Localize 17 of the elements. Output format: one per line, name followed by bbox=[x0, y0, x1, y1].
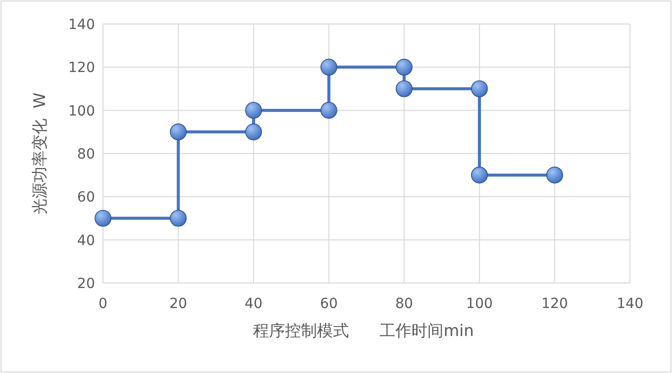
y-tick-label: 40 bbox=[77, 232, 95, 249]
y-tick-label: 140 bbox=[68, 17, 95, 33]
x-tick-label: 60 bbox=[320, 296, 338, 312]
x-tick-label: 140 bbox=[616, 296, 644, 312]
y-tick-label: 120 bbox=[68, 60, 95, 76]
x-tick-label: 20 bbox=[169, 296, 188, 312]
x-tick-label: 80 bbox=[395, 296, 414, 312]
x-tick-label: 120 bbox=[541, 296, 568, 312]
x-tick-label: 40 bbox=[244, 296, 262, 312]
x-tick-label: 0 bbox=[98, 296, 108, 312]
y-tick-label: 20 bbox=[77, 276, 95, 292]
y-axis-title: 光源功率变化 W bbox=[30, 92, 49, 214]
y-tick-label: 60 bbox=[77, 190, 95, 206]
y-tick-label: 100 bbox=[68, 103, 95, 120]
x-axis-title: 程序控制模式 工作时间min bbox=[253, 321, 474, 340]
y-tick-label: 80 bbox=[77, 146, 95, 162]
x-tick-label: 100 bbox=[466, 296, 493, 312]
